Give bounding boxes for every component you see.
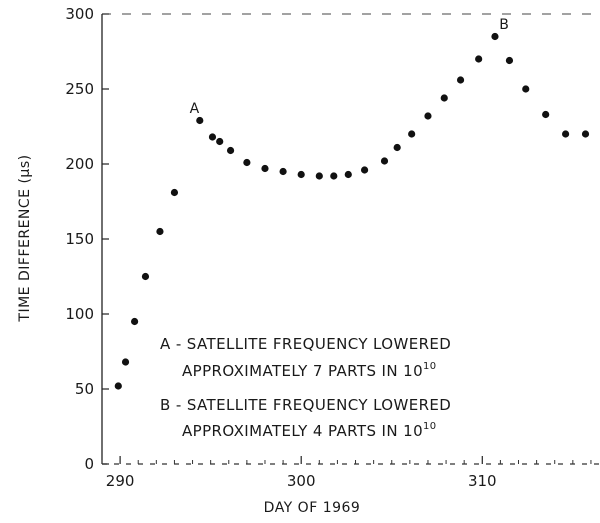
y-axis-label: TIME DIFFERENCE (μs) [17,154,33,322]
point-label-b: B [499,17,509,33]
data-point [114,382,122,390]
x-tick-label: 300 [287,472,316,490]
y-tick-label: 200 [65,155,94,173]
x-tick-label: 310 [468,472,497,490]
data-point [440,94,448,102]
data-point [491,32,499,41]
y-tick-label: 100 [65,305,94,323]
y-tick-label: 0 [84,455,94,473]
data-point [315,172,323,180]
data-point [475,55,483,63]
data-point [279,167,287,176]
data-point [522,85,530,93]
y-tick-label: 150 [65,230,94,248]
annotation-a-line-1: A - SATELLITE FREQUENCY LOWERED [160,335,451,353]
data-point [456,76,465,84]
data-point [505,56,514,65]
y-tick-label: 50 [75,380,94,398]
data-point [408,130,416,138]
data-point [170,188,179,197]
annotation-b-line-1: B - SATELLITE FREQUENCY LOWERED [160,396,451,414]
data-point [196,116,204,125]
data-point [330,172,338,180]
data-point [261,164,269,173]
data-point [424,112,432,120]
data-point [243,158,251,167]
exponent: 10 [423,361,437,372]
y-tick-label: 250 [65,80,94,98]
data-point [208,133,217,141]
data-point [156,227,164,236]
data-point [226,146,235,155]
x-tick-label: 290 [106,472,135,490]
data-point [360,166,369,174]
point-label-a: A [190,101,200,117]
plot-area: 0 50 100 150 200 250 300 290 300 310 A B A - SATELLI… [65,5,600,490]
annotation-a-line-2: APPROXIMATELY 7 PARTS IN 1010 [182,361,437,380]
x-axis-label: DAY OF 1969 [264,500,361,516]
data-point [297,170,305,179]
data-point [380,157,389,165]
exponent: 10 [423,421,437,432]
data-point [344,170,352,179]
data-point [130,317,139,326]
data-point [581,130,590,138]
y-tick-label: 300 [65,5,94,23]
data-point [216,137,224,146]
annotation-b-line-2: APPROXIMATELY 4 PARTS IN 1010 [182,421,437,440]
data-point [542,110,550,119]
data-point [141,272,150,281]
data-point [561,130,570,138]
data-point [393,143,401,152]
data-point [121,358,130,366]
